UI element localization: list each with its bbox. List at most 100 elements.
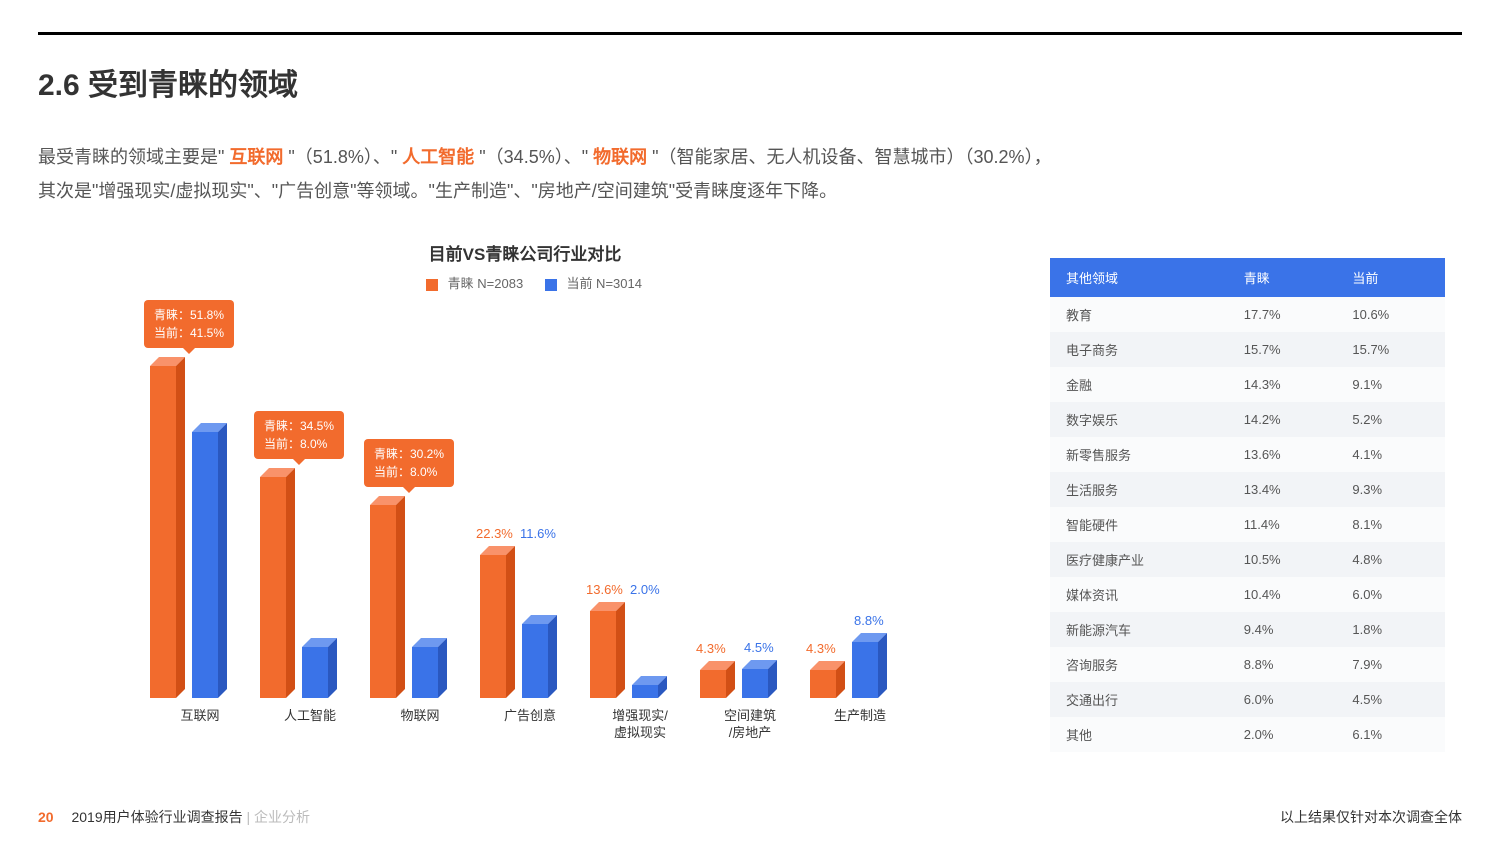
- table-cell: 8.1%: [1336, 507, 1445, 542]
- section-name: 企业分析: [254, 809, 310, 825]
- value-label: 11.6%: [520, 526, 556, 541]
- bar: [192, 432, 218, 698]
- table-cell: 10.6%: [1336, 297, 1445, 332]
- bar: [700, 670, 726, 698]
- table-cell: 其他: [1050, 717, 1228, 752]
- table-row: 生活服务13.4%9.3%: [1050, 472, 1445, 507]
- desc-segment: "（智能家居、无人机设备、智慧城市）（30.2%），: [652, 147, 1051, 167]
- legend-label: 青睐 N=2083: [448, 276, 524, 291]
- desc-segment: 最受青睐的领域主要是": [38, 147, 224, 167]
- desc-segment: "（34.5%）、": [479, 147, 588, 167]
- x-axis-label: 广告创意: [470, 708, 590, 725]
- table-cell: 媒体资讯: [1050, 577, 1228, 612]
- table-cell: 10.5%: [1228, 542, 1337, 577]
- bar: [852, 642, 878, 698]
- table-cell: 电子商务: [1050, 332, 1228, 367]
- desc-segment: 其次是"增强现实/虚拟现实"、"广告创意"等领域。"生产制造"、"房地产/空间建…: [38, 181, 837, 201]
- table-cell: 新零售服务: [1050, 437, 1228, 472]
- page-title: 2.6 受到青睐的领域: [38, 60, 298, 104]
- x-axis-label: 空间建筑/房地产: [690, 708, 810, 742]
- value-label: 8.8%: [854, 613, 884, 628]
- table-cell: 医疗健康产业: [1050, 542, 1228, 577]
- top-divider: [38, 32, 1462, 35]
- chart-legend: 青睐 N=2083 当前 N=3014: [140, 273, 910, 292]
- desc-highlight: 互联网: [229, 147, 283, 167]
- table-row: 教育17.7%10.6%: [1050, 297, 1445, 332]
- table-cell: 4.8%: [1336, 542, 1445, 577]
- table-cell: 金融: [1050, 367, 1228, 402]
- table-cell: 7.9%: [1336, 647, 1445, 682]
- table-cell: 10.4%: [1228, 577, 1337, 612]
- desc-highlight: 物联网: [593, 147, 647, 167]
- bar: [810, 670, 836, 698]
- desc-highlight: 人工智能: [402, 147, 474, 167]
- table-cell: 6.0%: [1336, 577, 1445, 612]
- bar: [632, 685, 658, 698]
- value-label: 4.3%: [696, 641, 726, 656]
- table-cell: 数字娱乐: [1050, 402, 1228, 437]
- legend-swatch: [426, 279, 438, 291]
- value-label: 4.3%: [806, 641, 836, 656]
- table-cell: 15.7%: [1336, 332, 1445, 367]
- table-cell: 新能源汽车: [1050, 612, 1228, 647]
- chart-plot-area: 互联网青睐：51.8%当前：41.5%人工智能青睐：34.5%当前：8.0%物联…: [140, 308, 910, 738]
- legend-label: 当前 N=3014: [566, 276, 642, 291]
- bar-chart: 目前VS青睐公司行业对比 青睐 N=2083 当前 N=3014 互联网青睐：5…: [140, 240, 910, 738]
- value-label: 13.6%: [586, 582, 623, 597]
- bar: [480, 555, 506, 698]
- report-name: 2019用户体验行业调查报告: [71, 809, 242, 825]
- table-row: 咨询服务8.8%7.9%: [1050, 647, 1445, 682]
- table-row: 电子商务15.7%15.7%: [1050, 332, 1445, 367]
- desc-segment: "（51.8%）、": [288, 147, 397, 167]
- value-label: 22.3%: [476, 526, 513, 541]
- x-axis-label: 生产制造: [800, 708, 920, 725]
- table-cell: 9.1%: [1336, 367, 1445, 402]
- table-cell: 6.1%: [1336, 717, 1445, 752]
- other-domains-table: 其他领域 青睐 当前 教育17.7%10.6%电子商务15.7%15.7%金融1…: [1050, 258, 1445, 752]
- table-cell: 13.6%: [1228, 437, 1337, 472]
- bar: [260, 477, 286, 698]
- table-header: 当前: [1336, 258, 1445, 297]
- bar: [302, 647, 328, 698]
- value-tooltip: 青睐：30.2%当前：8.0%: [364, 439, 454, 487]
- table-cell: 6.0%: [1228, 682, 1337, 717]
- table-cell: 13.4%: [1228, 472, 1337, 507]
- footer-note: 以上结果仅针对本次调查全体: [1280, 807, 1462, 827]
- table-cell: 咨询服务: [1050, 647, 1228, 682]
- table-cell: 9.3%: [1336, 472, 1445, 507]
- table-cell: 14.2%: [1228, 402, 1337, 437]
- table-row: 数字娱乐14.2%5.2%: [1050, 402, 1445, 437]
- section-sep: |: [247, 809, 255, 825]
- value-label: 2.0%: [630, 582, 660, 597]
- bar: [412, 647, 438, 698]
- page-number: 20: [38, 809, 54, 825]
- bar: [370, 505, 396, 698]
- value-tooltip: 青睐：51.8%当前：41.5%: [144, 300, 234, 348]
- table-header: 其他领域: [1050, 258, 1228, 297]
- table-cell: 8.8%: [1228, 647, 1337, 682]
- footer-left: 20 2019用户体验行业调查报告 | 企业分析: [38, 807, 310, 827]
- x-axis-label: 人工智能: [250, 708, 370, 725]
- x-axis-label: 物联网: [360, 708, 480, 725]
- table-row: 媒体资讯10.4%6.0%: [1050, 577, 1445, 612]
- table-row: 新零售服务13.6%4.1%: [1050, 437, 1445, 472]
- table-header-row: 其他领域 青睐 当前: [1050, 258, 1445, 297]
- table-cell: 智能硬件: [1050, 507, 1228, 542]
- table-row: 新能源汽车9.4%1.8%: [1050, 612, 1445, 647]
- table-cell: 15.7%: [1228, 332, 1337, 367]
- chart-title: 目前VS青睐公司行业对比: [140, 240, 910, 265]
- table-cell: 2.0%: [1228, 717, 1337, 752]
- table-cell: 14.3%: [1228, 367, 1337, 402]
- table-row: 智能硬件11.4%8.1%: [1050, 507, 1445, 542]
- table-cell: 5.2%: [1336, 402, 1445, 437]
- table-row: 交通出行6.0%4.5%: [1050, 682, 1445, 717]
- table-cell: 9.4%: [1228, 612, 1337, 647]
- table-cell: 教育: [1050, 297, 1228, 332]
- table-cell: 生活服务: [1050, 472, 1228, 507]
- x-axis-label: 增强现实/虚拟现实: [580, 708, 700, 742]
- value-label: 4.5%: [744, 640, 774, 655]
- bar: [742, 669, 768, 698]
- value-tooltip: 青睐：34.5%当前：8.0%: [254, 411, 344, 459]
- table-cell: 11.4%: [1228, 507, 1337, 542]
- table-cell: 4.1%: [1336, 437, 1445, 472]
